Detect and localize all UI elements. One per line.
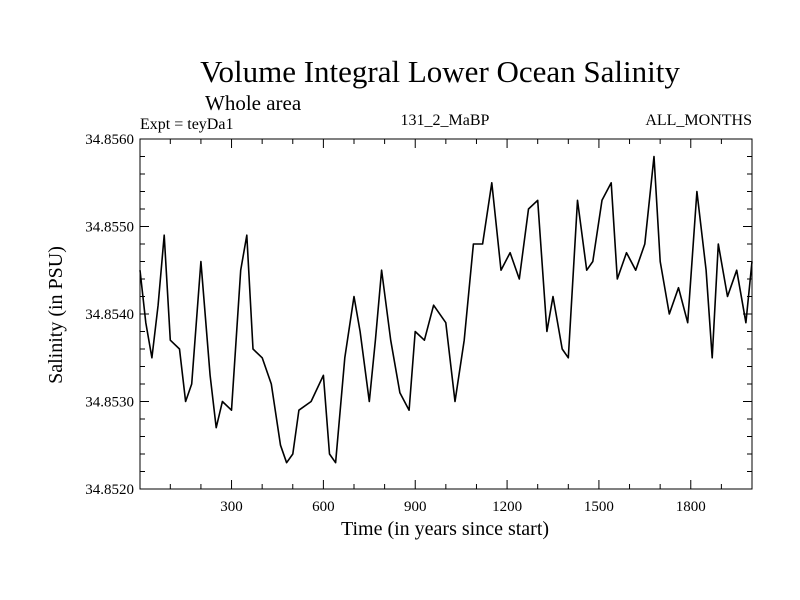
- y-tick-label: 34.8560: [85, 132, 134, 148]
- axis-ticks: [140, 138, 752, 490]
- x-tick-label: 1500: [584, 499, 614, 515]
- x-tick-label: 300: [220, 499, 243, 515]
- plot-frame: [139, 138, 753, 490]
- chart-subtitle: Whole area: [205, 91, 302, 115]
- y-tick-label: 34.8540: [85, 307, 134, 323]
- run-label: 131_2_MaBP: [401, 112, 490, 129]
- experiment-label: Expt = teyDa1: [140, 116, 233, 133]
- x-tick-label: 600: [312, 499, 335, 515]
- x-tick-label: 900: [404, 499, 427, 515]
- y-tick-label: 34.8550: [85, 220, 134, 236]
- x-axis-label: Time (in years since start): [341, 518, 549, 540]
- x-tick-label: 1200: [492, 499, 522, 515]
- y-tick-label: 34.8530: [85, 395, 134, 411]
- chart-title: Volume Integral Lower Ocean Salinity: [200, 54, 680, 89]
- y-axis-label: Salinity (in PSU): [45, 246, 67, 384]
- series-line-salinity: [139, 155, 753, 464]
- axis-tick-labels: 300 600 900 1200 1500 1800 34.8520 34.8530 34.85…: [85, 132, 706, 515]
- months-label: ALL_MONTHS: [645, 112, 752, 129]
- y-tick-label: 34.8520: [85, 482, 134, 498]
- x-tick-label: 1800: [676, 499, 706, 515]
